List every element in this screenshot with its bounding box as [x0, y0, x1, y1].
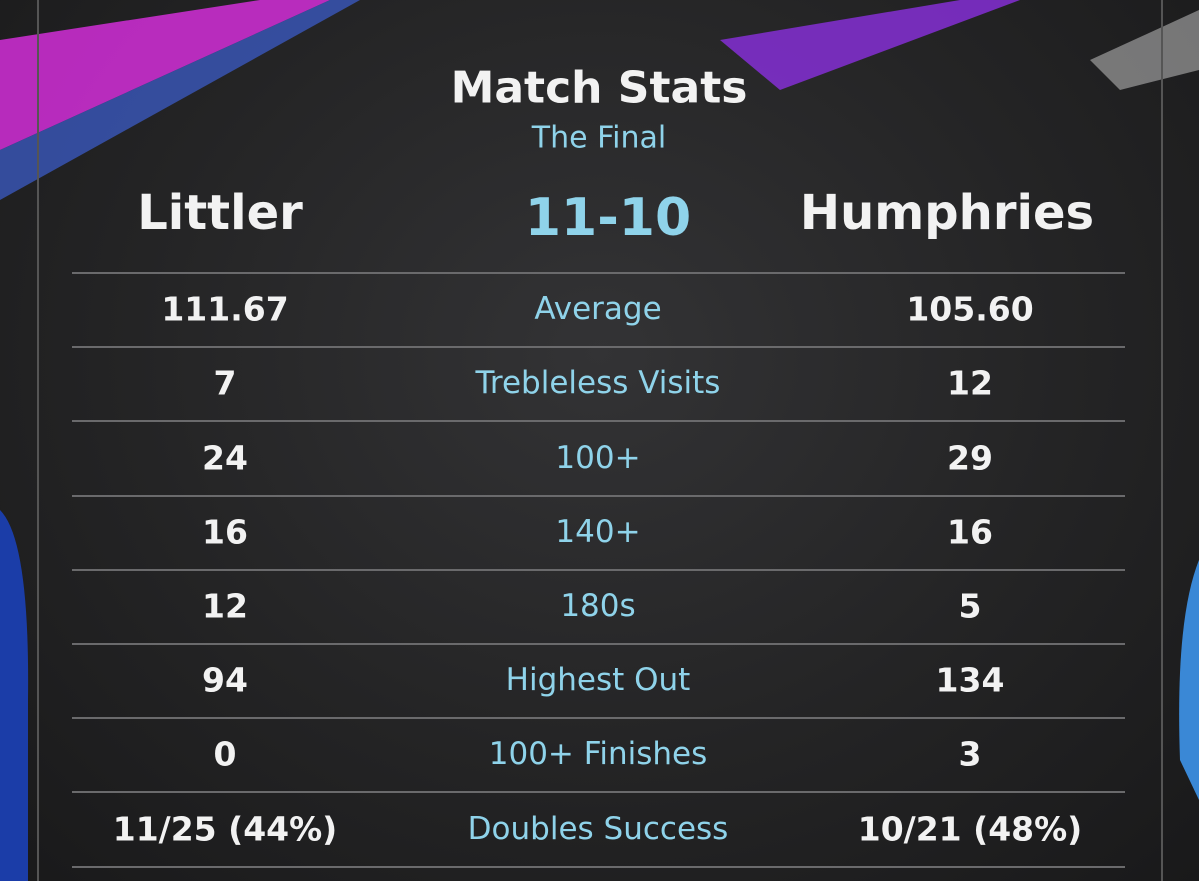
left-value: 11/25 (44%)	[112, 809, 338, 848]
subtitle: The Final	[531, 120, 667, 156]
divider	[72, 494, 1125, 497]
divider	[72, 717, 1125, 720]
stat-label: 180s	[560, 587, 636, 624]
left-value: 12	[202, 586, 248, 626]
divider	[72, 791, 1125, 794]
divider	[72, 643, 1125, 645]
left-value: 94	[202, 660, 248, 700]
title: Match Stats	[450, 62, 748, 114]
divider	[72, 346, 1125, 349]
right-value: 29	[947, 438, 993, 477]
left-value: 7	[213, 363, 237, 403]
right-value: 10/21 (48%)	[857, 809, 1083, 848]
stat-label: Highest Out	[505, 662, 691, 699]
stat-label: 100+ Finishes	[488, 736, 708, 773]
stat-label: Average	[534, 291, 662, 328]
right-value: 5	[958, 586, 982, 626]
left-value: 0	[213, 734, 237, 774]
right-value: 105.60	[906, 289, 1034, 329]
right-value: 12	[947, 363, 993, 403]
left-value: 24	[202, 438, 248, 477]
right-value: 3	[958, 734, 982, 774]
divider	[72, 272, 1125, 274]
right-value: 16	[947, 512, 993, 552]
player-left: Littler	[137, 185, 303, 241]
divider	[72, 865, 1125, 868]
stat-label: 100+	[555, 439, 641, 476]
stat-label: Trebleless Visits	[475, 365, 721, 402]
divider	[72, 420, 1125, 423]
left-value: 16	[202, 512, 248, 552]
stat-label: Doubles Success	[467, 810, 729, 847]
player-right: Humphries	[799, 185, 1095, 241]
left-value: 111.67	[161, 289, 289, 329]
score: 11-10	[524, 188, 692, 248]
divider	[72, 568, 1125, 571]
stat-label: 140+	[555, 513, 641, 550]
right-value: 134	[935, 660, 1005, 700]
